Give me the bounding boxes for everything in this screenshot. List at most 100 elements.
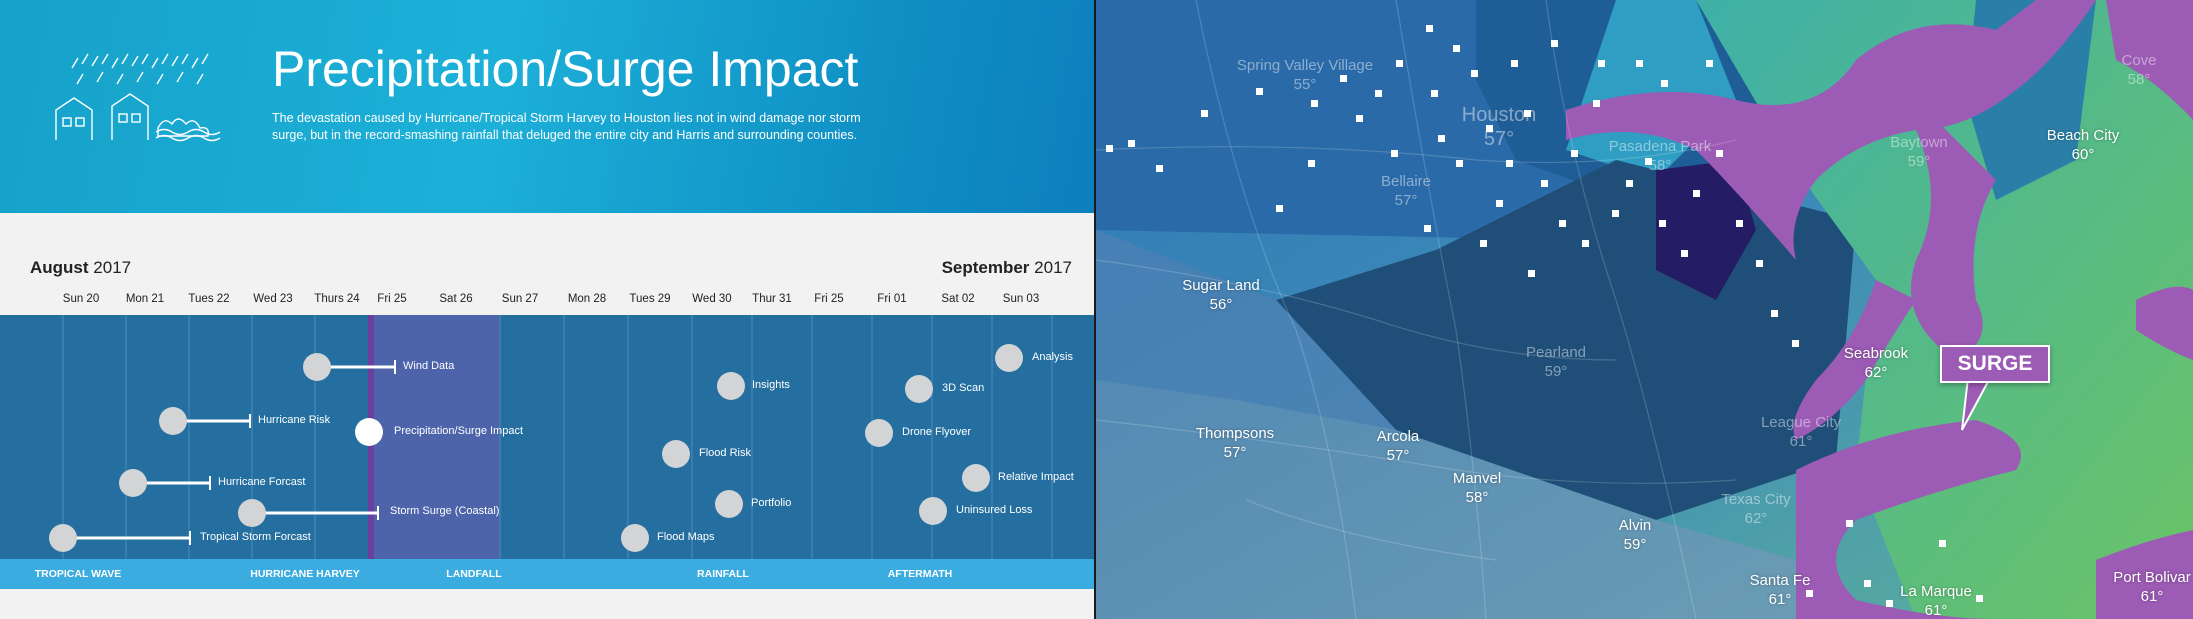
event-label[interactable]: Hurricane Forcast — [218, 476, 306, 488]
day-label: Sun 20 — [62, 293, 100, 305]
event-node[interactable] — [49, 524, 77, 552]
city-label: Port Bolivar 61° — [2113, 568, 2191, 606]
day-label: Thurs 24 — [314, 293, 360, 305]
event-label[interactable]: Flood Risk — [699, 447, 751, 459]
city-label: Alvin 59° — [1619, 516, 1652, 554]
month-name: August — [30, 258, 89, 277]
event-node[interactable] — [717, 372, 745, 400]
city-temp: 57° — [1223, 444, 1247, 461]
event-node-active[interactable] — [355, 418, 383, 446]
city-temp: 57° — [1394, 192, 1418, 209]
city-name: Seabrook — [1843, 345, 1909, 362]
event-node[interactable] — [905, 375, 933, 403]
event-label[interactable]: Uninsured Loss — [956, 504, 1033, 516]
event-label[interactable]: Portfolio — [751, 497, 792, 509]
city-label: Cove 58° — [2121, 51, 2156, 89]
flood-map[interactable] — [1096, 0, 2193, 619]
surge-zone-east-shore — [2136, 286, 2193, 360]
city-name: Pasadena Park — [1608, 138, 1712, 155]
event-node[interactable] — [962, 464, 990, 492]
city-name: Spring Valley Village — [1236, 57, 1374, 74]
event-node[interactable] — [119, 469, 147, 497]
event-node[interactable] — [238, 499, 266, 527]
event-node[interactable] — [303, 353, 331, 381]
city-name: Texas City — [1721, 491, 1791, 508]
event-node[interactable] — [919, 497, 947, 525]
event-node[interactable] — [715, 490, 743, 518]
event-node[interactable] — [662, 440, 690, 468]
city-label: Santa Fe 61° — [1750, 571, 1811, 609]
day-label: Mon 21 — [125, 293, 165, 305]
flood-reports — [1106, 25, 1983, 607]
event-label[interactable]: 3D Scan — [942, 382, 985, 394]
city-label: Pasadena Park 58° — [1609, 137, 1712, 175]
road-network — [1096, 0, 1737, 619]
city-name: Thompsons — [1195, 425, 1275, 442]
event-node[interactable] — [995, 344, 1023, 372]
day-label: Mon 28 — [567, 293, 607, 305]
event-label[interactable]: Precipitation/Surge Impact — [394, 425, 524, 437]
phase-label[interactable]: AFTERMATH — [887, 568, 953, 580]
surge-label[interactable]: SURGE — [1940, 345, 2050, 383]
city-temp: 60° — [2071, 146, 2095, 163]
surge-zone-bolivar — [2096, 530, 2193, 619]
event-node[interactable] — [159, 407, 187, 435]
city-label: Seabrook 62° — [1844, 344, 1908, 382]
event-label[interactable]: Storm Surge (Coastal) — [390, 505, 500, 517]
phase-label[interactable]: LANDFALL — [446, 568, 502, 580]
event-label[interactable]: Relative Impact — [998, 471, 1074, 483]
event-label[interactable]: Analysis — [1032, 351, 1073, 363]
city-label: Manvel 58° — [1453, 469, 1501, 507]
phase-label[interactable]: RAINFALL — [697, 568, 749, 580]
header-banner: Precipitation/Surge Impact The devastati… — [0, 0, 1094, 213]
city-name: Baytown — [1890, 134, 1948, 151]
day-label: Sun 27 — [501, 293, 539, 305]
day-label: Fri 25 — [814, 293, 844, 305]
event-label[interactable]: Drone Flyover — [902, 426, 972, 438]
city-temp: 59° — [1544, 363, 1568, 380]
event-label[interactable]: Insights — [752, 379, 790, 391]
event-label[interactable]: Flood Maps — [657, 531, 715, 543]
city-name: Cove — [2121, 52, 2157, 69]
day-label: Fri 01 — [877, 293, 907, 305]
city-name: Arcola — [1376, 428, 1420, 445]
city-name: La Marque — [1900, 583, 1972, 600]
city-name: Manvel — [1452, 470, 1502, 487]
city-name: Sugar Land — [1182, 277, 1260, 294]
day-label: Sun 03 — [1002, 293, 1040, 305]
city-label: Pearland 59° — [1526, 343, 1586, 381]
map-panel[interactable]: Spring Valley Village 55° Houston 57° Pa… — [1096, 0, 2193, 619]
city-name: Santa Fe — [1749, 572, 1811, 589]
city-temp: 61° — [2140, 588, 2164, 605]
city-temp: 57° — [1483, 128, 1515, 150]
city-label: Arcola 57° — [1377, 427, 1420, 465]
day-label: Tues 22 — [188, 293, 230, 305]
city-temp: 58° — [2127, 71, 2151, 88]
city-name: Bellaire — [1380, 173, 1432, 190]
phase-label[interactable]: HURRICANE HARVEY — [250, 568, 360, 580]
phase-label[interactable]: TROPICAL WAVE — [34, 568, 122, 580]
month-september: September 2017 — [942, 258, 1072, 278]
event-label[interactable]: Wind Data — [403, 360, 455, 372]
city-label: Thompsons 57° — [1196, 424, 1274, 462]
timeline-grid — [49, 315, 1053, 559]
event-label[interactable]: Tropical Storm Forcast — [200, 531, 311, 543]
day-label: Sat 26 — [439, 293, 473, 305]
city-temp: 61° — [1924, 602, 1948, 619]
city-temp: 62° — [1744, 510, 1768, 527]
city-name: League City — [1760, 414, 1842, 431]
city-temp: 58° — [1465, 489, 1489, 506]
rain-house-icon — [55, 53, 221, 142]
month-year: 2017 — [1034, 258, 1072, 277]
event-node[interactable] — [621, 524, 649, 552]
city-label: La Marque 61° — [1900, 582, 1972, 619]
event-node[interactable] — [865, 419, 893, 447]
city-temp: 55° — [1293, 76, 1317, 93]
city-temp: 58° — [1648, 157, 1672, 174]
city-label: League City 61° — [1761, 413, 1841, 451]
timeline-track: Wind Data Hurricane Risk Precipitation/S… — [0, 315, 1094, 559]
event-label[interactable]: Hurricane Risk — [258, 414, 331, 426]
city-temp: 56° — [1209, 296, 1233, 313]
city-name: Alvin — [1618, 517, 1652, 534]
surge-zone-northeast — [2106, 0, 2193, 120]
